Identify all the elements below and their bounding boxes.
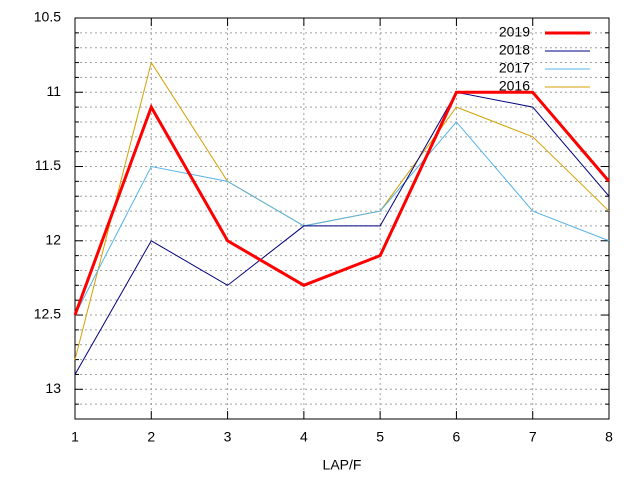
y-tick-label: 10.5 [34, 9, 61, 25]
y-tick-label: 11 [46, 83, 61, 99]
y-tick-label: 12 [45, 231, 61, 247]
legend-label: 2018 [499, 42, 530, 58]
legend-label: 2019 [499, 24, 530, 40]
plot-frame [74, 17, 610, 420]
x-tick-label: 1 [71, 429, 79, 445]
series-line [74, 91, 610, 375]
x-tick-label: 8 [605, 429, 613, 445]
x-axis-label: LAP/F [323, 457, 362, 473]
legend-label: 2017 [499, 60, 530, 76]
y-tick-label: 11.5 [35, 157, 61, 173]
x-tick-label: 7 [529, 429, 537, 445]
series-line [73, 90, 611, 316]
x-tick-label: 6 [453, 429, 461, 445]
x-tick-label: 2 [147, 429, 155, 445]
x-tick-label: 3 [224, 429, 232, 445]
x-tick-label: 4 [300, 429, 308, 445]
x-tick-label: 5 [376, 429, 384, 445]
y-tick-label: 12.5 [34, 306, 61, 322]
legend-label: 2016 [499, 78, 530, 94]
y-tick-label: 13 [45, 380, 61, 396]
series-line [74, 121, 610, 316]
